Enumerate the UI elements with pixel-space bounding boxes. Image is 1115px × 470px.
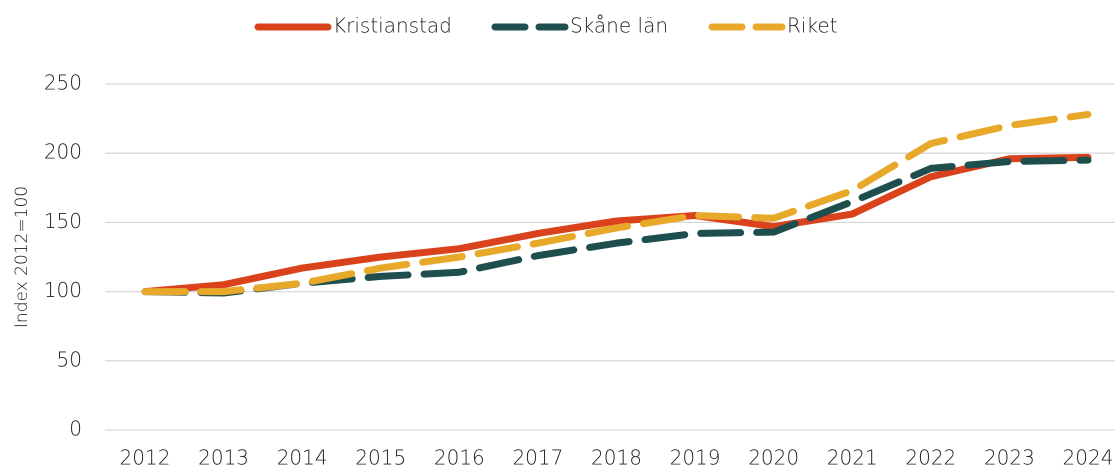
y-tick-label: 200 <box>44 140 82 164</box>
x-tick-label: 2015 <box>355 446 406 470</box>
x-tick-label: 2019 <box>670 446 721 470</box>
x-tick-label: 2022 <box>905 446 956 470</box>
x-tick-label: 2012 <box>120 446 171 470</box>
y-axis-label: Index 2012=100 <box>12 186 32 328</box>
legend-label: Skåne län <box>570 14 668 38</box>
y-tick-label: 0 <box>69 417 82 441</box>
legend-label: Kristianstad <box>333 14 452 38</box>
x-tick-label: 2016 <box>434 446 485 470</box>
x-tick-label: 2020 <box>748 446 799 470</box>
x-tick-label: 2023 <box>984 446 1035 470</box>
y-tick-label: 150 <box>44 209 82 233</box>
x-tick-label: 2021 <box>827 446 878 470</box>
x-tick-label: 2013 <box>198 446 249 470</box>
series-line <box>141 110 1092 296</box>
series-line <box>141 153 1092 296</box>
y-tick-label: 50 <box>57 347 82 371</box>
legend-label: Riket <box>787 14 837 38</box>
y-tick-label: 100 <box>44 278 82 302</box>
series-line <box>141 156 1092 297</box>
x-tick-label: 2017 <box>512 446 563 470</box>
x-tick-label: 2014 <box>277 446 328 470</box>
x-tick-label: 2018 <box>591 446 642 470</box>
y-tick-label: 250 <box>44 71 82 95</box>
x-tick-label: 2024 <box>1063 446 1114 470</box>
